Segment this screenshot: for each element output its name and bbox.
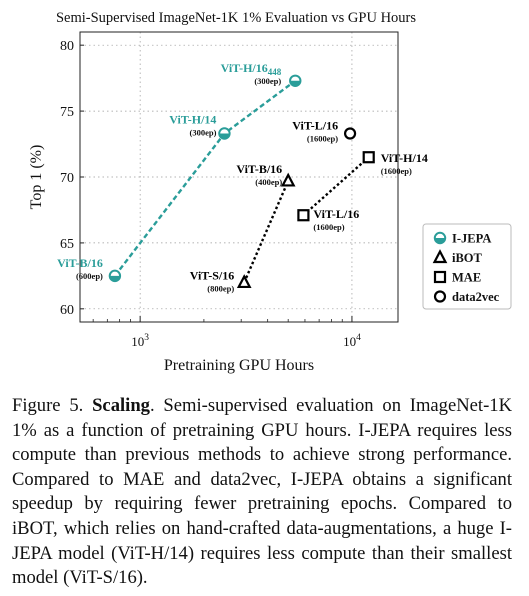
grid-lines [80,32,398,322]
x-axis-label: Pretraining GPU Hours [164,357,314,374]
data2vec-point-epochs: (1600ep) [307,134,338,144]
data2vec-point [343,127,357,140]
y-tick-label: 75 [60,105,74,120]
caption-label: Figure 5. [12,395,84,416]
ibot-point [280,172,296,187]
data-points [108,74,375,289]
caption-text: Semi-supervised evaluation on ImageNet-1… [12,395,512,589]
legend-label-ibot: iBOT [452,251,483,265]
legend-label-i-jepa: I-JEPA [452,232,491,246]
legend-box [422,223,512,310]
legend-label-data2vec: data2vec [452,290,500,304]
legend-marker-data2vec [433,290,447,303]
i-jepa-point-epochs: (600ep) [76,271,103,281]
ibot-point-epochs: (800ep) [207,283,234,293]
ibot-point-label: ViT-S/16 [190,268,234,282]
y-tick-label: 60 [60,303,74,318]
mae-point-epochs: (1600ep) [381,166,412,176]
figure-caption: Figure 5. Scaling. Semi-supervised evalu… [12,394,512,591]
i-jepa-point-fill [219,133,230,139]
y-tick-label: 65 [60,237,74,252]
point-labels: ViT-B/16(600ep)ViT-H/14(300ep)ViT-H/1644… [57,61,428,294]
ibot-line [243,180,290,283]
i-jepa-point-epochs: (300ep) [190,128,217,138]
i-jepa-point-epochs: (300ep) [254,76,281,86]
legend-label-mae: MAE [452,271,481,285]
data2vec-point-label: ViT-L/16 [292,119,338,133]
y-tick-label: 70 [60,171,74,186]
mae-point-epochs: (1600ep) [313,222,344,232]
y-axis-label: Top 1 (%) [28,145,45,210]
legend-marker-mae [433,270,447,284]
mae-point-label: ViT-H/14 [381,151,428,165]
x-tick-label: 104 [343,333,361,349]
ibot-point [236,274,252,289]
i-jepa-point-label: ViT-B/16 [57,256,103,270]
legend-marker-ibot [432,249,448,264]
axes: 60 65 70 75 80 103 104 [60,39,361,349]
mae-point [297,209,310,222]
mae-point-label: ViT-L/16 [313,207,359,221]
mae-point [362,151,375,164]
legend-marker-i-jepa-fill [434,238,446,244]
y-tick-label: 80 [60,39,74,54]
x-tick-label: 103 [131,333,149,349]
i-jepa-point-fill [290,80,301,86]
caption-title: Scaling [92,395,150,416]
i-jepa-point-label: ViT-H/16448 [221,61,282,77]
i-jepa-point-label: ViT-H/14 [169,113,216,127]
i-jepa-point-fill [109,275,121,282]
chart-title: Semi-Supervised ImageNet-1K 1% Evaluatio… [56,10,416,26]
ibot-point-epochs: (400ep) [255,177,282,187]
scaling-chart: Semi-Supervised ImageNet-1K 1% Evaluatio… [28,10,512,374]
ibot-point-label: ViT-B/16 [236,162,282,176]
caption-title-period: . [149,395,155,416]
legend: I-JEPA iBOT MAE data2vec [422,223,512,310]
